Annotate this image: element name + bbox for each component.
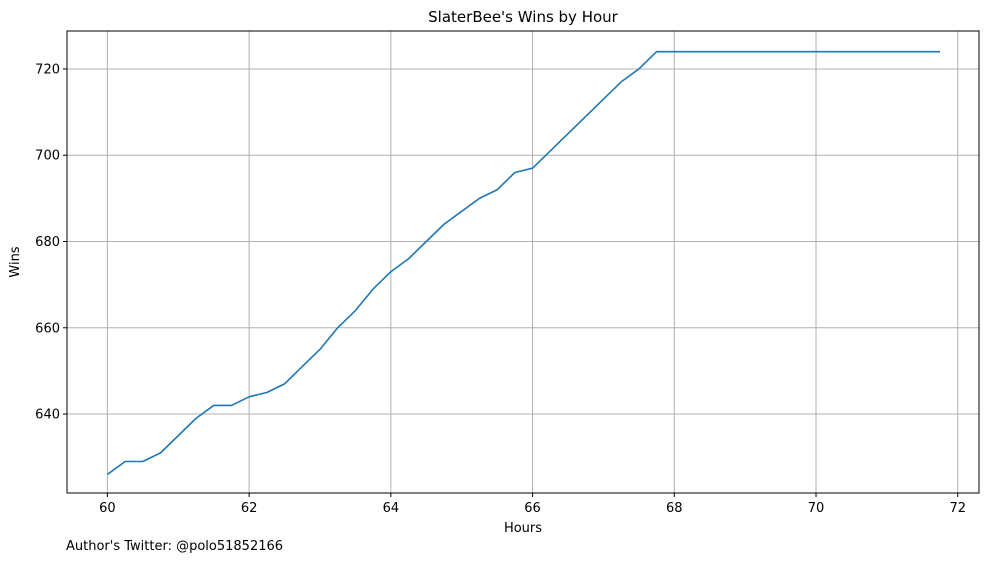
x-tick-label: 70 [808, 501, 825, 516]
series-layer [106, 50, 941, 476]
chart-title: SlaterBee's Wins by Hour [428, 8, 619, 26]
y-tick-label: 640 [35, 408, 60, 423]
y-tick-label: 680 [35, 235, 60, 250]
x-tick-label: 66 [524, 501, 541, 516]
y-tick-label: 660 [35, 321, 60, 336]
y-tick-label: 700 [35, 149, 60, 164]
x-tick-label: 62 [241, 501, 258, 516]
grid-layer [67, 31, 979, 493]
axes-frame [66, 30, 980, 494]
x-axis-title: Hours [504, 521, 542, 536]
y-axis-title: Wins [8, 246, 23, 277]
x-tick-label: 68 [666, 501, 683, 516]
author-footnote: Author's Twitter: @polo51852166 [66, 539, 283, 554]
series-line [106, 50, 941, 476]
ticks-layer: 60 62 64 66 68 70 72 640 660 680 700 720 [35, 62, 966, 516]
x-tick-label: 64 [383, 501, 400, 516]
x-tick-label: 60 [99, 501, 116, 516]
x-tick-label: 72 [949, 501, 966, 516]
y-tick-label: 720 [35, 62, 60, 77]
